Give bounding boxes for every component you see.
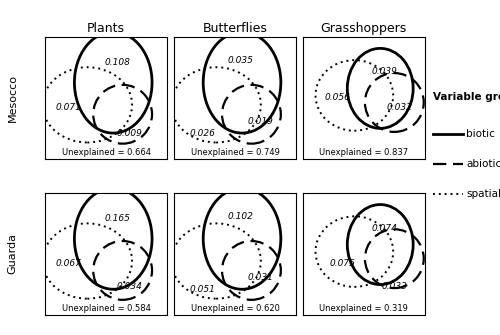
Text: spatial: spatial — [466, 189, 500, 199]
Text: Unexplained = 0.837: Unexplained = 0.837 — [319, 147, 408, 156]
Text: 0.074: 0.074 — [372, 223, 398, 232]
Text: 0.031: 0.031 — [248, 273, 274, 282]
Text: 0.056: 0.056 — [325, 93, 351, 102]
Title: Butterflies: Butterflies — [202, 22, 268, 36]
Text: Variable groups:: Variable groups: — [432, 92, 500, 103]
Text: Guarda: Guarda — [8, 233, 18, 274]
Text: 0.108: 0.108 — [105, 58, 131, 67]
Title: Grasshoppers: Grasshoppers — [320, 22, 407, 36]
Title: Plants: Plants — [87, 22, 125, 36]
Text: 0.067: 0.067 — [56, 259, 82, 268]
Text: 0.075: 0.075 — [330, 259, 355, 268]
Text: 0.009: 0.009 — [117, 129, 142, 138]
Text: 0.035: 0.035 — [228, 56, 254, 65]
Text: 0.019: 0.019 — [248, 117, 274, 126]
Text: 0.033: 0.033 — [382, 282, 407, 291]
Text: Mesocco: Mesocco — [8, 74, 18, 122]
Text: Unexplained = 0.749: Unexplained = 0.749 — [190, 147, 280, 156]
Text: 0.034: 0.034 — [117, 282, 142, 291]
Text: Unexplained = 0.584: Unexplained = 0.584 — [62, 304, 150, 313]
Text: Unexplained = 0.319: Unexplained = 0.319 — [320, 304, 408, 313]
Text: 0.039: 0.039 — [372, 67, 398, 76]
Text: 0.071: 0.071 — [56, 103, 82, 112]
Text: 0.026: 0.026 — [189, 129, 215, 138]
Text: 0.051: 0.051 — [189, 285, 215, 294]
Text: abiotic: abiotic — [466, 159, 500, 169]
Text: 0.032: 0.032 — [386, 103, 412, 112]
Text: 0.165: 0.165 — [105, 214, 131, 223]
Text: biotic: biotic — [466, 129, 495, 139]
Text: Unexplained = 0.664: Unexplained = 0.664 — [62, 147, 150, 156]
Text: Unexplained = 0.620: Unexplained = 0.620 — [190, 304, 280, 313]
Text: 0.102: 0.102 — [228, 212, 254, 221]
